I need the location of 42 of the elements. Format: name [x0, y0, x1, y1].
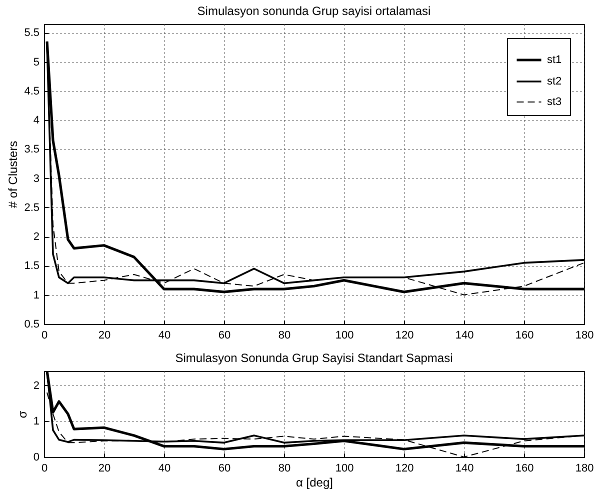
- y-tick-label: 3: [33, 172, 40, 185]
- x-tick-label: 40: [158, 330, 171, 342]
- x-tick-label: 120: [395, 462, 414, 474]
- x-tick-label: 0: [41, 330, 48, 342]
- x-tick-label: 140: [455, 330, 474, 342]
- y-axis-title: σ: [15, 410, 30, 418]
- y-tick-label: 0.5: [24, 318, 40, 330]
- y-tick-label: 1.5: [24, 260, 40, 272]
- y-tick-label: 5: [33, 56, 40, 68]
- chart-title: Simulasyon Sonunda Grup Sayisi Standart Sapmasi: [175, 351, 453, 365]
- x-tick-label: 100: [335, 330, 354, 342]
- x-tick-label: 100: [335, 462, 354, 474]
- y-tick-label: 5.5: [24, 27, 40, 40]
- x-tick-label: 140: [455, 462, 474, 474]
- x-tick-label: 60: [218, 330, 231, 342]
- x-tick-label: 80: [278, 330, 291, 342]
- y-axis-title: # of Clusters: [6, 140, 20, 208]
- y-tick-label: 1: [33, 289, 40, 302]
- x-tick-label: 0: [41, 462, 48, 474]
- legend-label: st2: [547, 76, 562, 88]
- x-tick-label: 20: [98, 330, 111, 342]
- y-tick-label: 1: [33, 416, 40, 428]
- x-tick-label: 20: [98, 462, 111, 474]
- chart-title: Simulasyon sonunda Grup sayisi ortalamasi: [197, 4, 431, 18]
- x-tick-label: 160: [515, 330, 534, 342]
- x-tick-label: 80: [278, 462, 291, 474]
- x-axis-title: α [deg]: [296, 476, 333, 490]
- x-tick-label: 180: [575, 330, 594, 342]
- x-tick-label: 40: [158, 462, 171, 474]
- x-tick-label: 160: [515, 462, 534, 474]
- legend-label: st1: [547, 54, 562, 66]
- y-tick-label: 4: [33, 114, 40, 127]
- y-tick-label: 2: [33, 380, 40, 392]
- y-tick-label: 2: [33, 231, 40, 244]
- x-tick-label: 60: [218, 462, 231, 474]
- y-tick-label: 4.5: [24, 85, 40, 98]
- legend-label: st3: [547, 96, 562, 108]
- x-tick-label: 180: [575, 462, 594, 474]
- x-tick-label: 120: [395, 330, 414, 342]
- y-tick-label: 3.5: [24, 144, 40, 156]
- y-tick-label: 2.5: [24, 202, 40, 214]
- y-tick-label: 0: [33, 452, 40, 464]
